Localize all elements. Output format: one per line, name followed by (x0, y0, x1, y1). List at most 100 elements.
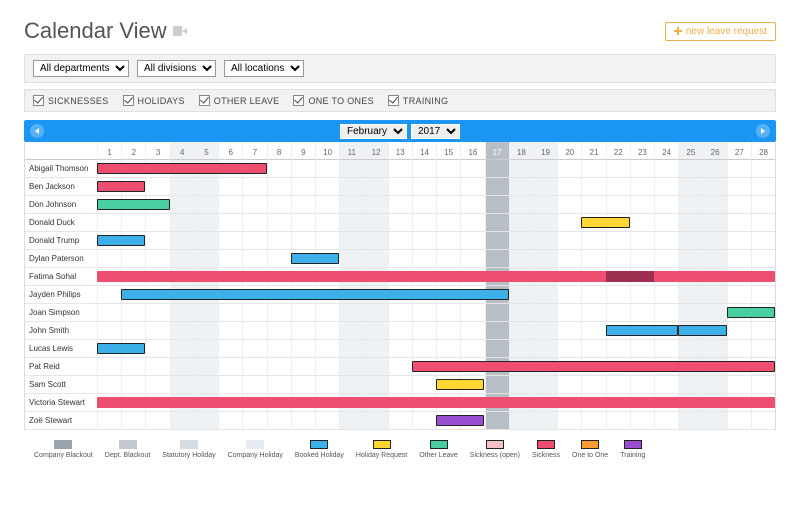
legend-label: Holiday Request (356, 452, 407, 459)
leave-bar[interactable] (121, 289, 508, 300)
legend-item: Company Blackout (34, 440, 93, 459)
toggle-sicknesses[interactable]: SICKNESSES (33, 95, 109, 106)
day-header-1: 1 (97, 142, 121, 160)
day-header-19: 19 (533, 142, 557, 160)
person-name: Ben Jackson (25, 178, 97, 196)
leave-bar[interactable] (436, 379, 484, 390)
person-name: Fatima Sohal (25, 268, 97, 286)
leave-bar[interactable] (412, 361, 775, 372)
legend-item: One to One (572, 440, 608, 459)
legend-label: Sickness (532, 452, 560, 459)
person-row: Lucas Lewis (25, 340, 775, 358)
chevron-left-icon (35, 128, 39, 134)
leave-bar[interactable] (97, 181, 145, 192)
person-row: Joan Simpson (25, 304, 775, 322)
person-name: Donald Duck (25, 214, 97, 232)
leave-bar[interactable] (727, 307, 775, 318)
leave-bar[interactable] (97, 343, 145, 354)
legend-swatch (373, 440, 391, 449)
legend-label: Sickness (open) (470, 452, 520, 459)
calendar-nav: February 2017 (24, 120, 776, 142)
leave-bar[interactable] (436, 415, 484, 426)
legend-item: Sickness (532, 440, 560, 459)
toggle-label: SICKNESSES (48, 96, 109, 106)
day-header-21: 21 (581, 142, 605, 160)
person-row: Victoria Stewart (25, 394, 775, 412)
legend-swatch (119, 440, 137, 449)
day-header-9: 9 (291, 142, 315, 160)
person-row: Pat Reid (25, 358, 775, 376)
leave-bar[interactable] (678, 325, 726, 336)
toggle-other-leave[interactable]: OTHER LEAVE (199, 95, 280, 106)
legend-label: Statutory Holiday (162, 452, 215, 459)
legend-label: Company Blackout (34, 452, 93, 459)
legend-item: Other Leave (419, 440, 458, 459)
page-title: Calendar View (24, 18, 187, 44)
checkbox-icon (293, 95, 304, 106)
leave-bar[interactable] (97, 199, 170, 210)
day-header-17: 17 (485, 142, 509, 160)
legend-swatch (430, 440, 448, 449)
legend-item: Statutory Holiday (162, 440, 215, 459)
day-header-10: 10 (315, 142, 339, 160)
person-name: Joan Simpson (25, 304, 97, 322)
day-header-15: 15 (436, 142, 460, 160)
day-header-7: 7 (242, 142, 266, 160)
chevron-right-icon (761, 128, 765, 134)
page-title-text: Calendar View (24, 18, 167, 44)
leave-bar[interactable] (606, 325, 679, 336)
legend-swatch (581, 440, 599, 449)
person-name: Lucas Lewis (25, 340, 97, 358)
day-header-23: 23 (630, 142, 654, 160)
leave-bar[interactable] (581, 217, 629, 228)
toggle-label: HOLIDAYS (138, 96, 185, 106)
person-row: Zoë Stewart (25, 412, 775, 430)
toggle-training[interactable]: TRAINING (388, 95, 448, 106)
legend-swatch (310, 440, 328, 449)
new-leave-request-button[interactable]: new leave request (665, 22, 776, 41)
calendar-grid: 1234567891011121314151617181920212223242… (24, 142, 776, 430)
day-header-14: 14 (412, 142, 436, 160)
person-name: Pat Reid (25, 358, 97, 376)
year-select[interactable]: 2017 (411, 124, 460, 139)
month-select[interactable]: February (340, 124, 407, 139)
person-row: Fatima Sohal (25, 268, 775, 286)
legend-item: Holiday Request (356, 440, 407, 459)
legend-label: Dept. Blackout (105, 452, 151, 459)
day-header-12: 12 (363, 142, 387, 160)
legend-swatch (537, 440, 555, 449)
filter-bar: All departments All divisions All locati… (24, 54, 776, 83)
day-header-5: 5 (194, 142, 218, 160)
day-header-27: 27 (727, 142, 751, 160)
leave-bar[interactable] (97, 271, 630, 282)
person-row: Sam Scott (25, 376, 775, 394)
leave-bar[interactable] (654, 271, 775, 282)
leave-bar[interactable] (97, 235, 145, 246)
toggle-one-to-ones[interactable]: ONE TO ONES (293, 95, 373, 106)
day-header-28: 28 (751, 142, 775, 160)
legend-label: Booked Holiday (295, 452, 344, 459)
person-row: Abigail Thomson (25, 160, 775, 178)
prev-month-button[interactable] (30, 124, 44, 138)
legend-item: Training (620, 440, 645, 459)
leave-bar[interactable] (291, 253, 339, 264)
legend-swatch (54, 440, 72, 449)
divisions-select[interactable]: All divisions (137, 60, 216, 77)
day-header-13: 13 (388, 142, 412, 160)
leave-bar[interactable] (97, 163, 267, 174)
checkbox-icon (388, 95, 399, 106)
next-month-button[interactable] (756, 124, 770, 138)
person-name: Abigail Thomson (25, 160, 97, 178)
leave-bar[interactable] (97, 397, 775, 408)
locations-select[interactable]: All locations (224, 60, 304, 77)
day-header-24: 24 (654, 142, 678, 160)
toggle-holidays[interactable]: HOLIDAYS (123, 95, 185, 106)
legend-item: Company Holiday (228, 440, 283, 459)
day-header-25: 25 (678, 142, 702, 160)
name-column-header (25, 142, 97, 160)
day-header-2: 2 (121, 142, 145, 160)
legend-label: One to One (572, 452, 608, 459)
toggle-label: TRAINING (403, 96, 448, 106)
person-name: John Smith (25, 322, 97, 340)
departments-select[interactable]: All departments (33, 60, 129, 77)
